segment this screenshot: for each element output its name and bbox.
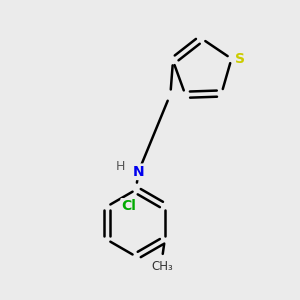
Text: N: N [133, 165, 144, 179]
Text: CH₃: CH₃ [151, 260, 173, 273]
Text: Cl: Cl [122, 200, 136, 213]
Text: H: H [116, 160, 125, 173]
Text: S: S [235, 52, 245, 66]
